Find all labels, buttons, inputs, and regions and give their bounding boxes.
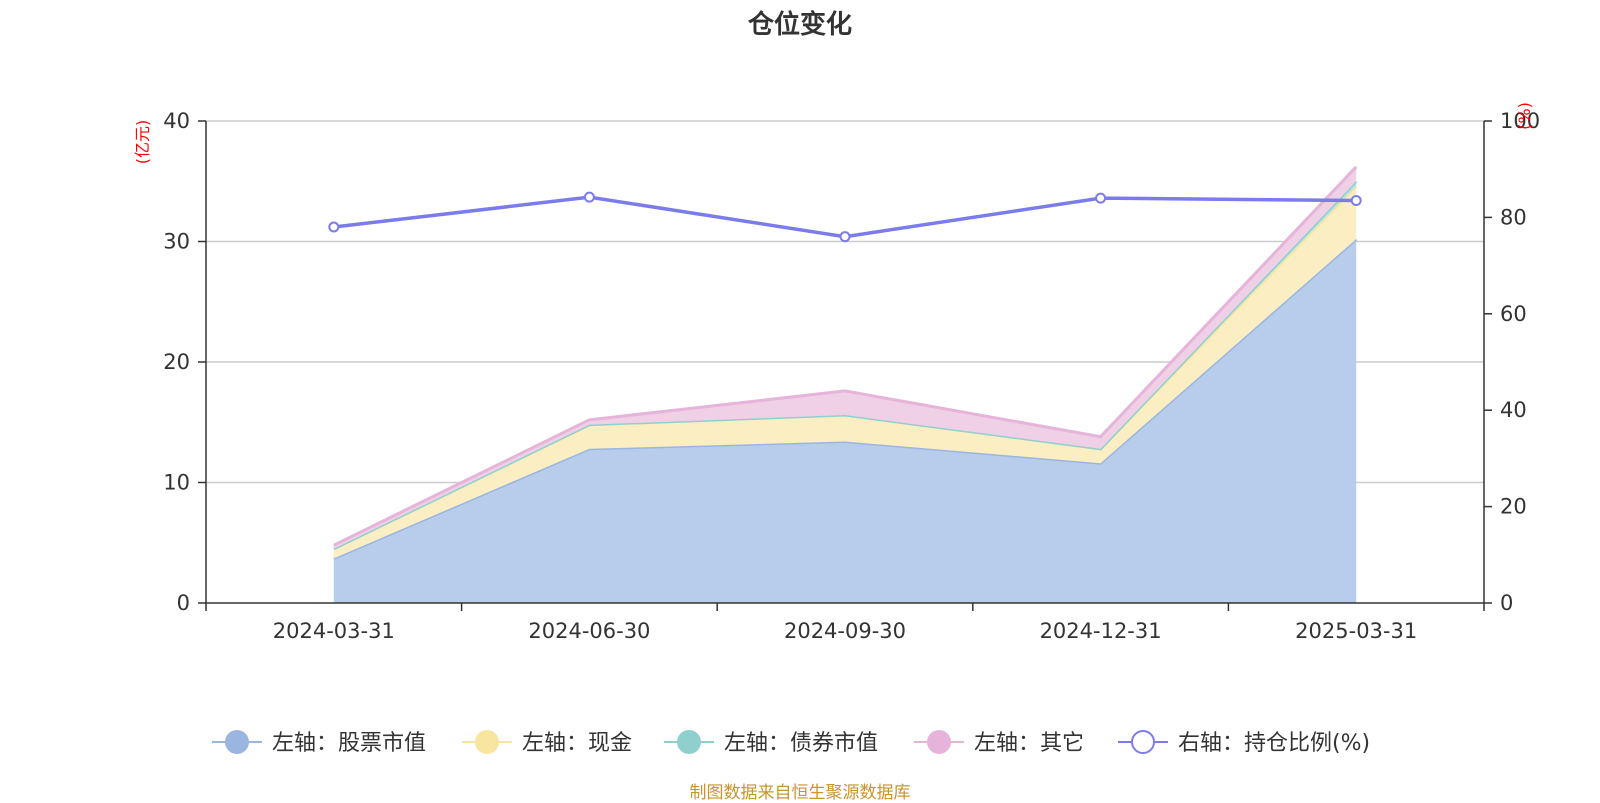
data-source-note: 制图数据来自恒生聚源数据库	[689, 783, 911, 803]
right-tick-label: 100	[1500, 109, 1540, 133]
ratio-point	[583, 191, 595, 203]
legend: 左轴：股票市值 左轴：现金 左轴：债券市值 左轴：其它 右轴：持仓比例(%)	[212, 730, 1370, 756]
legend-item-5: 右轴：持仓比例(%)	[1118, 730, 1370, 756]
left-axis-unit-label: (亿元)	[133, 120, 152, 165]
legend-label: 左轴：现金	[522, 731, 632, 756]
left-tick-label: 40	[163, 109, 190, 133]
legend-marker	[225, 730, 249, 754]
ratio-point	[328, 221, 340, 233]
axes: 0 10 20 30 40 0 20 40 60 80 100 2024-03-31 2024-06-3…	[163, 109, 1540, 643]
x-tick-label: 2024-06-30	[528, 619, 650, 643]
legend-marker	[927, 730, 951, 754]
area-1	[333, 239, 1357, 603]
ratio-point	[1350, 195, 1362, 207]
legend-label: 左轴：债券市值	[724, 731, 878, 756]
area-edge-4	[333, 165, 1358, 547]
chart-title: 仓位变化	[747, 10, 852, 40]
right-tick-label: 40	[1500, 398, 1527, 422]
ratio-line-path	[333, 195, 1357, 239]
ratio-point	[1095, 192, 1107, 204]
ratio-point	[839, 231, 851, 243]
legend-item-2: 左轴：现金	[462, 730, 632, 756]
left-tick-label: 0	[177, 591, 190, 615]
legend-item-1: 左轴：股票市值	[212, 730, 426, 756]
legend-label: 左轴：股票市值	[272, 731, 426, 756]
left-tick-label: 20	[163, 350, 190, 374]
stacked-areas	[333, 165, 1358, 603]
right-tick-label: 80	[1500, 205, 1527, 229]
x-tick-label: 2024-12-31	[1040, 619, 1162, 643]
x-tick-label: 2024-03-31	[273, 619, 395, 643]
right-tick-label: 0	[1500, 591, 1513, 615]
legend-label: 左轴：其它	[974, 731, 1084, 756]
legend-marker	[677, 730, 701, 754]
right-tick-label: 60	[1500, 302, 1527, 326]
left-tick-label: 30	[163, 230, 190, 254]
legend-item-3: 左轴：债券市值	[664, 730, 878, 756]
left-tick-label: 10	[163, 471, 190, 495]
legend-marker	[1131, 730, 1155, 754]
right-tick-label: 20	[1500, 495, 1527, 519]
right-axis-unit-label: (%)	[1515, 102, 1534, 130]
legend-label: 右轴：持仓比例(%)	[1178, 731, 1370, 756]
x-tick-label: 2024-09-30	[784, 619, 906, 643]
legend-marker	[475, 730, 499, 754]
legend-item-4: 左轴：其它	[914, 730, 1084, 756]
x-tick-label: 2025-03-31	[1295, 619, 1417, 643]
ratio-line	[328, 191, 1362, 243]
